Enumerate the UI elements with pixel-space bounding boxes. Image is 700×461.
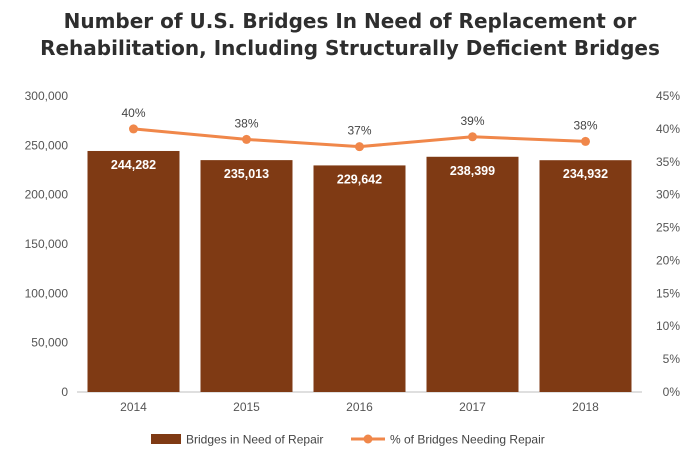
percent-point — [129, 124, 138, 134]
percent-value-label: 39% — [460, 114, 484, 128]
percent-value-label: 38% — [234, 116, 258, 130]
percent-value-label: 40% — [121, 106, 145, 120]
y-right-tick-label: 15% — [656, 286, 680, 300]
percent-value-label: 38% — [573, 118, 597, 132]
y-left-tick-label: 100,000 — [25, 286, 69, 300]
x-tick-label: 2018 — [572, 400, 599, 414]
bar-value-label: 235,013 — [224, 167, 269, 181]
chart-title: Number of U.S. Bridges In Need of Replac… — [0, 8, 700, 62]
y-right-tick-label: 5% — [663, 352, 681, 366]
y-right-tick-label: 35% — [656, 155, 680, 169]
percent-point — [355, 142, 364, 152]
x-tick-label: 2015 — [233, 400, 260, 414]
x-tick-label: 2014 — [120, 400, 147, 414]
bar-value-label: 234,932 — [563, 167, 608, 181]
bar-value-label: 238,399 — [450, 164, 495, 178]
percent-point — [581, 136, 590, 146]
y-left-tick-label: 0 — [61, 385, 68, 399]
y-left-tick-label: 150,000 — [25, 237, 69, 251]
y-right-tick-label: 40% — [656, 122, 680, 136]
bar — [200, 160, 293, 392]
legend-line-label: % of Bridges Needing Repair — [390, 433, 545, 447]
bar-value-label: 229,642 — [337, 172, 382, 186]
x-tick-label: 2016 — [346, 400, 373, 414]
bar — [426, 156, 519, 392]
bar — [313, 165, 406, 392]
y-right-tick-label: 10% — [656, 319, 680, 333]
percent-point — [468, 132, 477, 142]
legend-bar-swatch — [151, 434, 181, 444]
percent-value-label: 37% — [347, 124, 371, 138]
y-left-tick-label: 250,000 — [25, 138, 69, 152]
y-right-tick-label: 25% — [656, 221, 680, 235]
y-right-tick-label: 20% — [656, 253, 680, 267]
bar — [87, 150, 180, 392]
y-left-tick-label: 300,000 — [25, 89, 69, 103]
y-right-tick-label: 45% — [656, 89, 680, 103]
chart-title-line-1: Number of U.S. Bridges In Need of Replac… — [63, 9, 637, 33]
y-left-tick-label: 50,000 — [31, 336, 68, 350]
y-left-tick-label: 200,000 — [25, 188, 69, 202]
bar-value-label: 244,282 — [111, 158, 156, 172]
y-right-tick-label: 30% — [656, 188, 680, 202]
x-tick-label: 2017 — [459, 400, 486, 414]
chart-title-line-2: Rehabilitation, Including Structurally D… — [40, 36, 660, 60]
y-right-tick-label: 0% — [663, 385, 681, 399]
legend-line-marker — [363, 434, 373, 444]
legend-bar-label: Bridges in Need of Repair — [186, 433, 323, 447]
bar — [539, 160, 632, 392]
percent-point — [242, 134, 251, 144]
